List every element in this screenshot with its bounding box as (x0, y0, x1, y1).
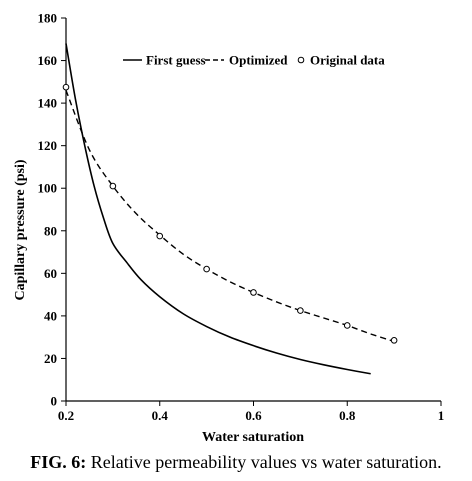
original-data-point (297, 307, 304, 314)
axes: 0 20 40 60 80 100 120 140 160 180 0.2 0.4 0.6 0.8 1 (38, 11, 445, 424)
x-tick-label: 0.6 (245, 408, 262, 423)
x-tick-label: 0.8 (339, 408, 356, 423)
legend-optimized-label: Optimized (229, 53, 288, 68)
original-data-point (109, 182, 117, 190)
y-tick-label: 60 (44, 266, 57, 281)
y-tick-label: 40 (44, 308, 57, 323)
figure-caption-text: Relative permeability values vs water sa… (90, 452, 442, 472)
y-tick-label: 0 (51, 394, 58, 409)
original-data-point (203, 265, 210, 273)
y-tick-label: 180 (38, 11, 58, 26)
y-tick-label: 80 (44, 223, 57, 238)
x-axis-title: Water saturation (202, 430, 304, 445)
capillary-pressure-chart: 0 20 40 60 80 100 120 140 160 180 0.2 0.4 0.6 0.8 1 Fi… (13, 11, 445, 446)
x-tick-label: 0.4 (152, 408, 169, 423)
legend-marker-original-data (297, 56, 305, 64)
original-data-point (250, 289, 257, 296)
original-data-point (62, 83, 70, 91)
figure-caption: FIG. 6: Relative permeability values vs … (0, 452, 472, 473)
chart-area: 0 20 40 60 80 100 120 140 160 180 0.2 0.4 0.6 0.8 1 Fi… (13, 11, 445, 446)
first-guess-line (65, 43, 371, 375)
y-tick-label: 160 (38, 53, 58, 68)
original-data-point (343, 322, 351, 329)
y-tick-label: 120 (38, 138, 58, 153)
optimized-line (65, 90, 395, 343)
x-tick-label: 0.2 (58, 408, 74, 423)
legend-first-guess-label: First guess (146, 53, 206, 68)
x-tick-label: 1 (438, 408, 445, 423)
legend: First guess Optimized Original data (123, 53, 385, 68)
original-data-point (390, 337, 398, 344)
figure-caption-label: FIG. 6: (30, 452, 87, 472)
legend-original-data-label: Original data (310, 53, 385, 68)
original-data-point (156, 232, 164, 240)
series-layer (62, 43, 398, 375)
y-tick-label: 20 (44, 351, 57, 366)
y-tick-label: 140 (38, 96, 58, 111)
y-tick-label: 100 (38, 181, 58, 196)
y-axis-title: Capillary pressure (psi) (13, 159, 28, 300)
